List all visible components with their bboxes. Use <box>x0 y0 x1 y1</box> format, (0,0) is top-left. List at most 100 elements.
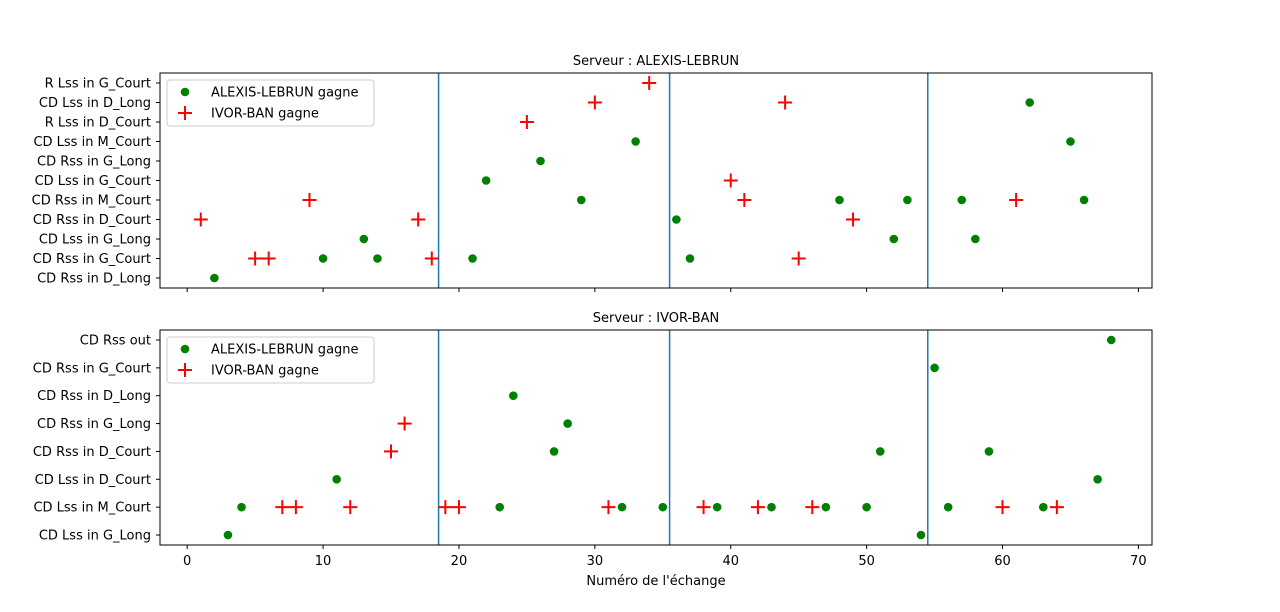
point-ivor-ban-gagne <box>805 500 820 515</box>
y-tick-label-cd-rss-in-d-long: CD Rss in D_Long <box>37 272 151 287</box>
x-tick-label-50: 50 <box>858 554 875 569</box>
point-alexis-lebrun-gagne <box>1066 137 1075 146</box>
legend-marker-dot <box>180 87 190 97</box>
point-alexis-lebrun-gagne <box>495 502 505 512</box>
point-ivor-ban-gagne <box>424 251 439 266</box>
point-alexis-lebrun-gagne <box>373 254 382 263</box>
chart-title: Serveur : ALEXIS-LEBRUN <box>573 54 739 69</box>
point-ivor-ban-gagne <box>601 500 616 515</box>
point-alexis-lebrun-gagne <box>930 363 939 373</box>
y-tick-label-cd-rss-in-d-long: CD Rss in D_Long <box>37 389 151 404</box>
y-tick-label-cd-lss-in-d-court: CD Lss in D_Court <box>35 473 151 488</box>
y-tick-label-cd-rss-in-d-court: CD Rss in D_Court <box>33 445 151 460</box>
point-ivor-ban-gagne <box>846 212 861 227</box>
x-tick-label-20: 20 <box>451 554 468 569</box>
legend: ALEXIS-LEBRUN gagne IVOR-BAN gagne <box>166 336 375 384</box>
point-ivor-ban-gagne <box>791 251 806 266</box>
point-alexis-lebrun-gagne <box>481 176 491 185</box>
legend-box <box>166 79 375 127</box>
y-tick-label-cd-lss-in-g-long: CD Lss in G_Long <box>39 233 151 248</box>
x-tick-label-0: 0 <box>183 554 191 569</box>
point-alexis-lebrun-gagne <box>943 502 953 512</box>
point-ivor-ban-gagne <box>384 444 399 459</box>
x-axis-label: Numéro de l'échange <box>586 574 725 589</box>
y-tick-label-r-lss-in-d-court: R Lss in D_Court <box>45 116 151 131</box>
point-ivor-ban-gagne <box>288 500 303 515</box>
y-tick-label-cd-lss-in-m-court: CD Lss in M_Court <box>33 501 151 516</box>
y-tick-label-cd-rss-in-g-long: CD Rss in G_Long <box>37 417 151 432</box>
point-ivor-ban-gagne <box>275 500 290 515</box>
axes-frame <box>159 329 1153 546</box>
point-ivor-ban-gagne <box>438 500 453 515</box>
point-ivor-ban-gagne <box>1009 193 1024 207</box>
point-ivor-ban-gagne <box>1049 500 1064 515</box>
point-alexis-lebrun-gagne <box>617 502 627 512</box>
point-alexis-lebrun-gagne <box>1038 502 1048 512</box>
point-ivor-ban-gagne <box>642 76 657 90</box>
point-ivor-ban-gagne <box>397 416 412 431</box>
x-tick-label-10: 10 <box>315 554 332 569</box>
point-alexis-lebrun-gagne <box>903 195 912 205</box>
point-alexis-lebrun-gagne <box>563 419 572 428</box>
legend-label-ivor-ban-gagne: IVOR-BAN gagne <box>211 107 319 122</box>
axes-frame <box>159 72 1153 289</box>
point-alexis-lebrun-gagne <box>631 137 640 146</box>
x-tick-label-40: 40 <box>722 554 739 569</box>
point-ivor-ban-gagne <box>696 500 711 515</box>
point-ivor-ban-gagne <box>750 500 765 515</box>
y-tick-label-cd-rss-in-m-court: CD Rss in M_Court <box>32 194 151 209</box>
legend-box <box>166 336 375 384</box>
chart-title: Serveur : IVOR-BAN <box>593 311 720 326</box>
point-alexis-lebrun-gagne <box>712 502 722 512</box>
y-tick-label-cd-rss-out: CD Rss out <box>80 334 151 349</box>
point-alexis-lebrun-gagne <box>889 234 899 244</box>
point-alexis-lebrun-gagne <box>971 234 980 244</box>
point-ivor-ban-gagne <box>995 500 1010 515</box>
y-tick-label-cd-lss-in-g-court: CD Lss in G_Court <box>35 174 151 189</box>
point-alexis-lebrun-gagne <box>332 474 341 484</box>
point-alexis-lebrun-gagne <box>210 273 219 283</box>
y-tick-label-cd-lss-in-g-long: CD Lss in G_Long <box>39 529 151 544</box>
point-ivor-ban-gagne <box>411 212 426 227</box>
point-alexis-lebrun-gagne <box>359 234 369 244</box>
point-ivor-ban-gagne <box>261 251 276 266</box>
point-alexis-lebrun-gagne <box>658 502 668 512</box>
point-ivor-ban-gagne <box>302 193 317 207</box>
point-alexis-lebrun-gagne <box>536 156 545 166</box>
legend-label-alexis-lebrun-gagne: ALEXIS-LEBRUN gagne <box>211 86 359 101</box>
point-alexis-lebrun-gagne <box>576 195 586 205</box>
point-ivor-ban-gagne <box>193 212 208 227</box>
point-alexis-lebrun-gagne <box>767 502 776 512</box>
panel-serveur-alexis-lebrun: Serveur : ALEXIS-LEBRUN CD Rss in D_Long C… <box>32 54 1153 292</box>
point-alexis-lebrun-gagne <box>835 195 844 205</box>
point-alexis-lebrun-gagne <box>1079 195 1089 205</box>
point-alexis-lebrun-gagne <box>875 447 885 456</box>
point-alexis-lebrun-gagne <box>237 502 246 512</box>
point-alexis-lebrun-gagne <box>549 447 559 456</box>
y-tick-label-cd-rss-in-d-court: CD Rss in D_Court <box>33 213 151 228</box>
legend-marker-dot <box>180 344 190 354</box>
y-tick-label-r-lss-in-g-court: R Lss in G_Court <box>45 77 151 92</box>
point-ivor-ban-gagne <box>451 500 466 515</box>
point-alexis-lebrun-gagne <box>862 502 871 512</box>
point-alexis-lebrun-gagne <box>916 530 926 540</box>
point-ivor-ban-gagne <box>248 251 263 266</box>
point-alexis-lebrun-gagne <box>984 447 994 456</box>
point-alexis-lebrun-gagne <box>685 254 695 263</box>
point-ivor-ban-gagne <box>737 193 752 207</box>
point-ivor-ban-gagne <box>723 173 738 188</box>
point-ivor-ban-gagne <box>519 115 534 129</box>
x-tick-label-60: 60 <box>994 554 1011 569</box>
x-tick-label-70: 70 <box>1130 554 1147 569</box>
point-ivor-ban-gagne <box>778 95 793 110</box>
y-tick-label-cd-rss-in-g-court: CD Rss in G_Court <box>33 361 151 376</box>
point-ivor-ban-gagne <box>587 95 602 110</box>
point-alexis-lebrun-gagne <box>468 254 477 263</box>
y-tick-label-cd-rss-in-g-court: CD Rss in G_Court <box>33 252 151 267</box>
y-tick-label-cd-lss-in-d-long: CD Lss in D_Long <box>39 96 151 111</box>
point-ivor-ban-gagne <box>343 500 358 515</box>
point-alexis-lebrun-gagne <box>821 502 831 512</box>
point-alexis-lebrun-gagne <box>672 215 681 224</box>
legend-label-alexis-lebrun-gagne: ALEXIS-LEBRUN gagne <box>211 343 359 358</box>
